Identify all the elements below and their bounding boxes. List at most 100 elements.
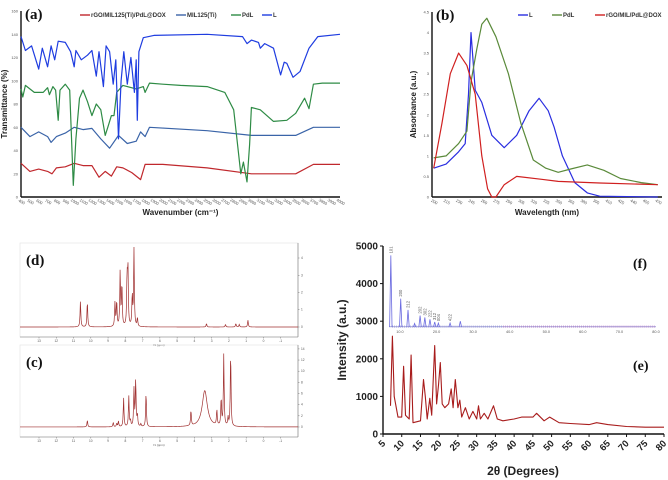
- x-tick-label: 2: [228, 439, 230, 443]
- y-tick-label: 4: [301, 403, 303, 407]
- x-tick-label: 1600: [123, 197, 134, 206]
- y-tick-label: 0: [427, 195, 430, 200]
- x-tick-label: 2400: [194, 197, 205, 206]
- reference-peak: [428, 319, 432, 327]
- y-tick-label: 4.5: [423, 10, 429, 15]
- y-tick-label: 4: [427, 30, 430, 35]
- x-tick-label: 80: [654, 438, 668, 453]
- panel-label: (a): [25, 7, 43, 23]
- y-axis-title: Intensity (a.u.): [335, 299, 349, 380]
- x-tick-label: 1100: [79, 197, 90, 206]
- y-tick-label: 3: [301, 273, 303, 277]
- series-line-pdl: [20, 82, 340, 186]
- peak-index-label: 222: [427, 310, 432, 318]
- x-tick-label: 440: [630, 198, 639, 206]
- x-tick-label: 3: [211, 339, 213, 343]
- y-tick-label: 10: [301, 369, 305, 373]
- x-tick-label: 10: [392, 438, 407, 453]
- x-tick-label: 55: [560, 438, 576, 454]
- x-axis-title: Wavelength (nm): [515, 208, 579, 217]
- reference-peak: [413, 322, 417, 327]
- x-tick-label: 215: [443, 198, 452, 206]
- x-tick-label: 6: [159, 439, 161, 443]
- series-line-pdl: [433, 17, 658, 186]
- x-tick-label: 11: [72, 439, 76, 443]
- xrd-pattern-line: [389, 335, 664, 428]
- x-tick-label: 410: [605, 198, 614, 206]
- y-tick-label: 160: [11, 9, 18, 14]
- x-tick-label: 3: [211, 439, 213, 443]
- x-tick-label: 900: [62, 198, 71, 206]
- legend-label: MIL125(Ti): [187, 13, 217, 19]
- y-tick-label: 40: [14, 148, 19, 153]
- x-tick-label: 1200: [88, 197, 99, 206]
- x-tick-label: 500: [26, 198, 35, 206]
- x-tick-label: 2200: [176, 197, 187, 206]
- y-tick-label: 100: [11, 78, 18, 83]
- x-tick-label: 3900: [327, 197, 338, 206]
- x-tick-label: 12: [54, 339, 58, 343]
- x-tick-label: 1: [245, 439, 247, 443]
- peak-index-label: 302: [422, 308, 427, 316]
- plot-frame: [19, 242, 299, 338]
- x-tick-label: 70.0: [616, 330, 623, 334]
- x-tick-label: -1: [279, 439, 282, 443]
- x-tick-label: 50: [541, 438, 556, 453]
- y-tick-label: 1000: [356, 392, 379, 403]
- x-tick-label: 275: [493, 198, 502, 206]
- x-tick-label: 35: [485, 438, 501, 454]
- x-tick-label: 10: [89, 339, 93, 343]
- panel-label: (b): [436, 8, 454, 24]
- x-tick-label: 2800: [229, 197, 240, 206]
- x-tick-label: 800: [53, 198, 62, 206]
- x-tick-label: 5: [377, 438, 389, 450]
- y-tick-label: 3: [427, 71, 430, 76]
- legend-label: rGO/MIL125(Ti)/PdL@DOX: [91, 13, 166, 19]
- x-tick-label: 5: [176, 339, 178, 343]
- x-tick-label: 30.0: [469, 330, 476, 334]
- x-tick-label: 305: [517, 198, 526, 206]
- y-tick-label: 80: [14, 102, 19, 107]
- panel-f: 10.0 20.0 30.0 40.0 50.0 60.0 70.0 80.0 101 20021…: [388, 246, 659, 334]
- x-tick-label: 1300: [96, 197, 107, 206]
- peak-index-label: 202: [418, 306, 423, 314]
- panel-label: (f): [633, 257, 647, 272]
- reference-peak: [448, 321, 452, 327]
- x-tick-label: 3400: [282, 197, 293, 206]
- y-tick-label: 4: [301, 256, 303, 260]
- x-tick-label: 1900: [150, 197, 161, 206]
- series-line-l: [433, 32, 658, 198]
- x-tick-label: 1800: [141, 197, 152, 206]
- panel-label: (d): [26, 253, 44, 269]
- y-tick-label: 14: [301, 347, 305, 351]
- x-tick-label: 400: [18, 198, 27, 206]
- x-tick-label: 12: [54, 439, 58, 443]
- x-tick-label: 45: [523, 438, 539, 454]
- x-axis-title: Wavenumber (cm⁻¹): [143, 208, 219, 217]
- y-tick-label: 8: [301, 380, 303, 384]
- x-tick-label: 1400: [105, 197, 116, 206]
- x-tick-label: 10.0: [396, 330, 403, 334]
- x-tick-label: 1000: [70, 197, 81, 206]
- legend-label: PdL: [563, 13, 575, 19]
- x-tick-label: 2900: [238, 197, 249, 206]
- reference-peak: [433, 321, 437, 327]
- x-tick-label: 80.0: [652, 330, 659, 334]
- y-tick-label: 0: [372, 430, 378, 441]
- x-tick-label: 1500: [114, 197, 125, 206]
- x-tick-label: 230: [455, 198, 464, 206]
- y-tick-label: 2: [301, 291, 303, 295]
- x-tick-label: 70: [616, 438, 631, 453]
- x-tick-label: 3800: [318, 197, 329, 206]
- x-tick-label: 3500: [291, 197, 302, 206]
- x-tick-label: 290: [505, 198, 514, 206]
- y-tick-label: 0: [16, 195, 19, 200]
- y-tick-label: 140: [11, 32, 18, 37]
- x-tick-label: 60.0: [579, 330, 586, 334]
- y-tick-label: 1: [301, 308, 303, 312]
- x-tick-label: 3300: [274, 197, 285, 206]
- y-tick-label: 4000: [356, 279, 379, 290]
